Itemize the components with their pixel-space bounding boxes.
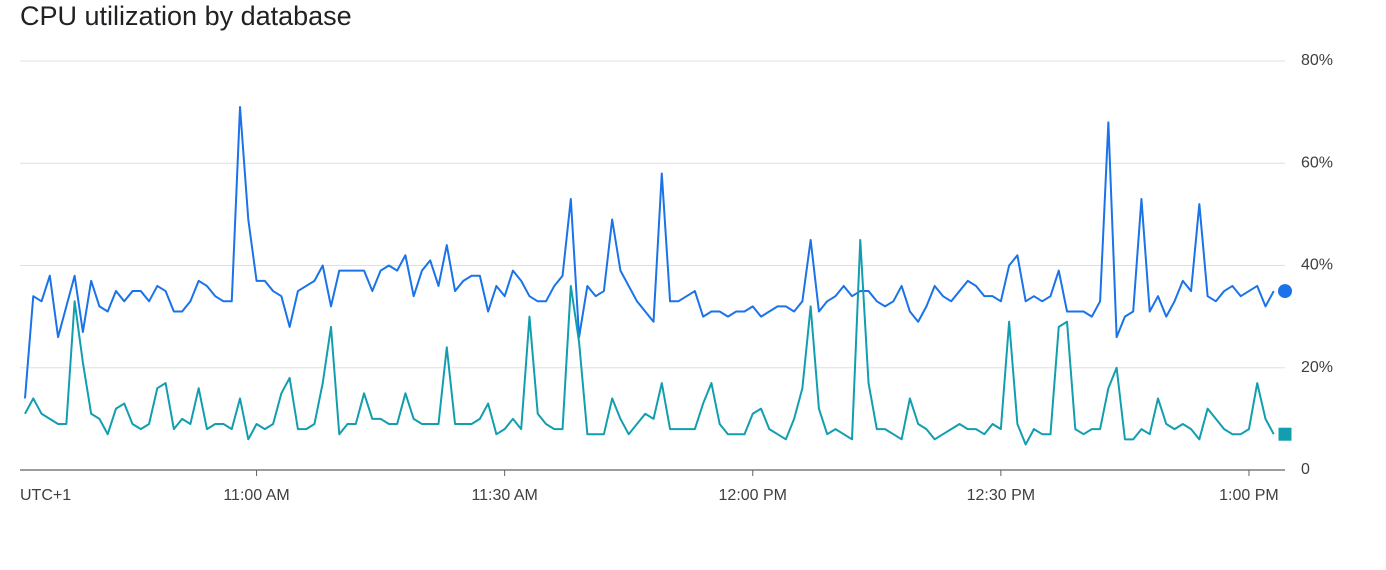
y-tick-label: 80% bbox=[1301, 52, 1333, 69]
y-tick-label: 0 bbox=[1301, 461, 1310, 478]
x-tick-label: 11:00 AM bbox=[223, 487, 289, 504]
y-tick-label: 40% bbox=[1301, 257, 1333, 274]
x-tick-label: 12:30 PM bbox=[967, 487, 1035, 504]
chart-title: CPU utilization by database bbox=[20, 1, 352, 31]
x-tick-label: 1:00 PM bbox=[1219, 487, 1279, 504]
end-marker bbox=[1278, 427, 1292, 441]
y-tick-label: 20% bbox=[1301, 359, 1333, 376]
series-line bbox=[24, 238, 1275, 446]
x-tick-label: 12:00 PM bbox=[719, 487, 787, 504]
x-tick-label: 11:30 AM bbox=[471, 487, 537, 504]
end-marker bbox=[1278, 284, 1292, 299]
series-line bbox=[24, 106, 1275, 399]
y-tick-label: 60% bbox=[1301, 154, 1333, 171]
x-axis-label: UTC+1 bbox=[20, 487, 71, 504]
